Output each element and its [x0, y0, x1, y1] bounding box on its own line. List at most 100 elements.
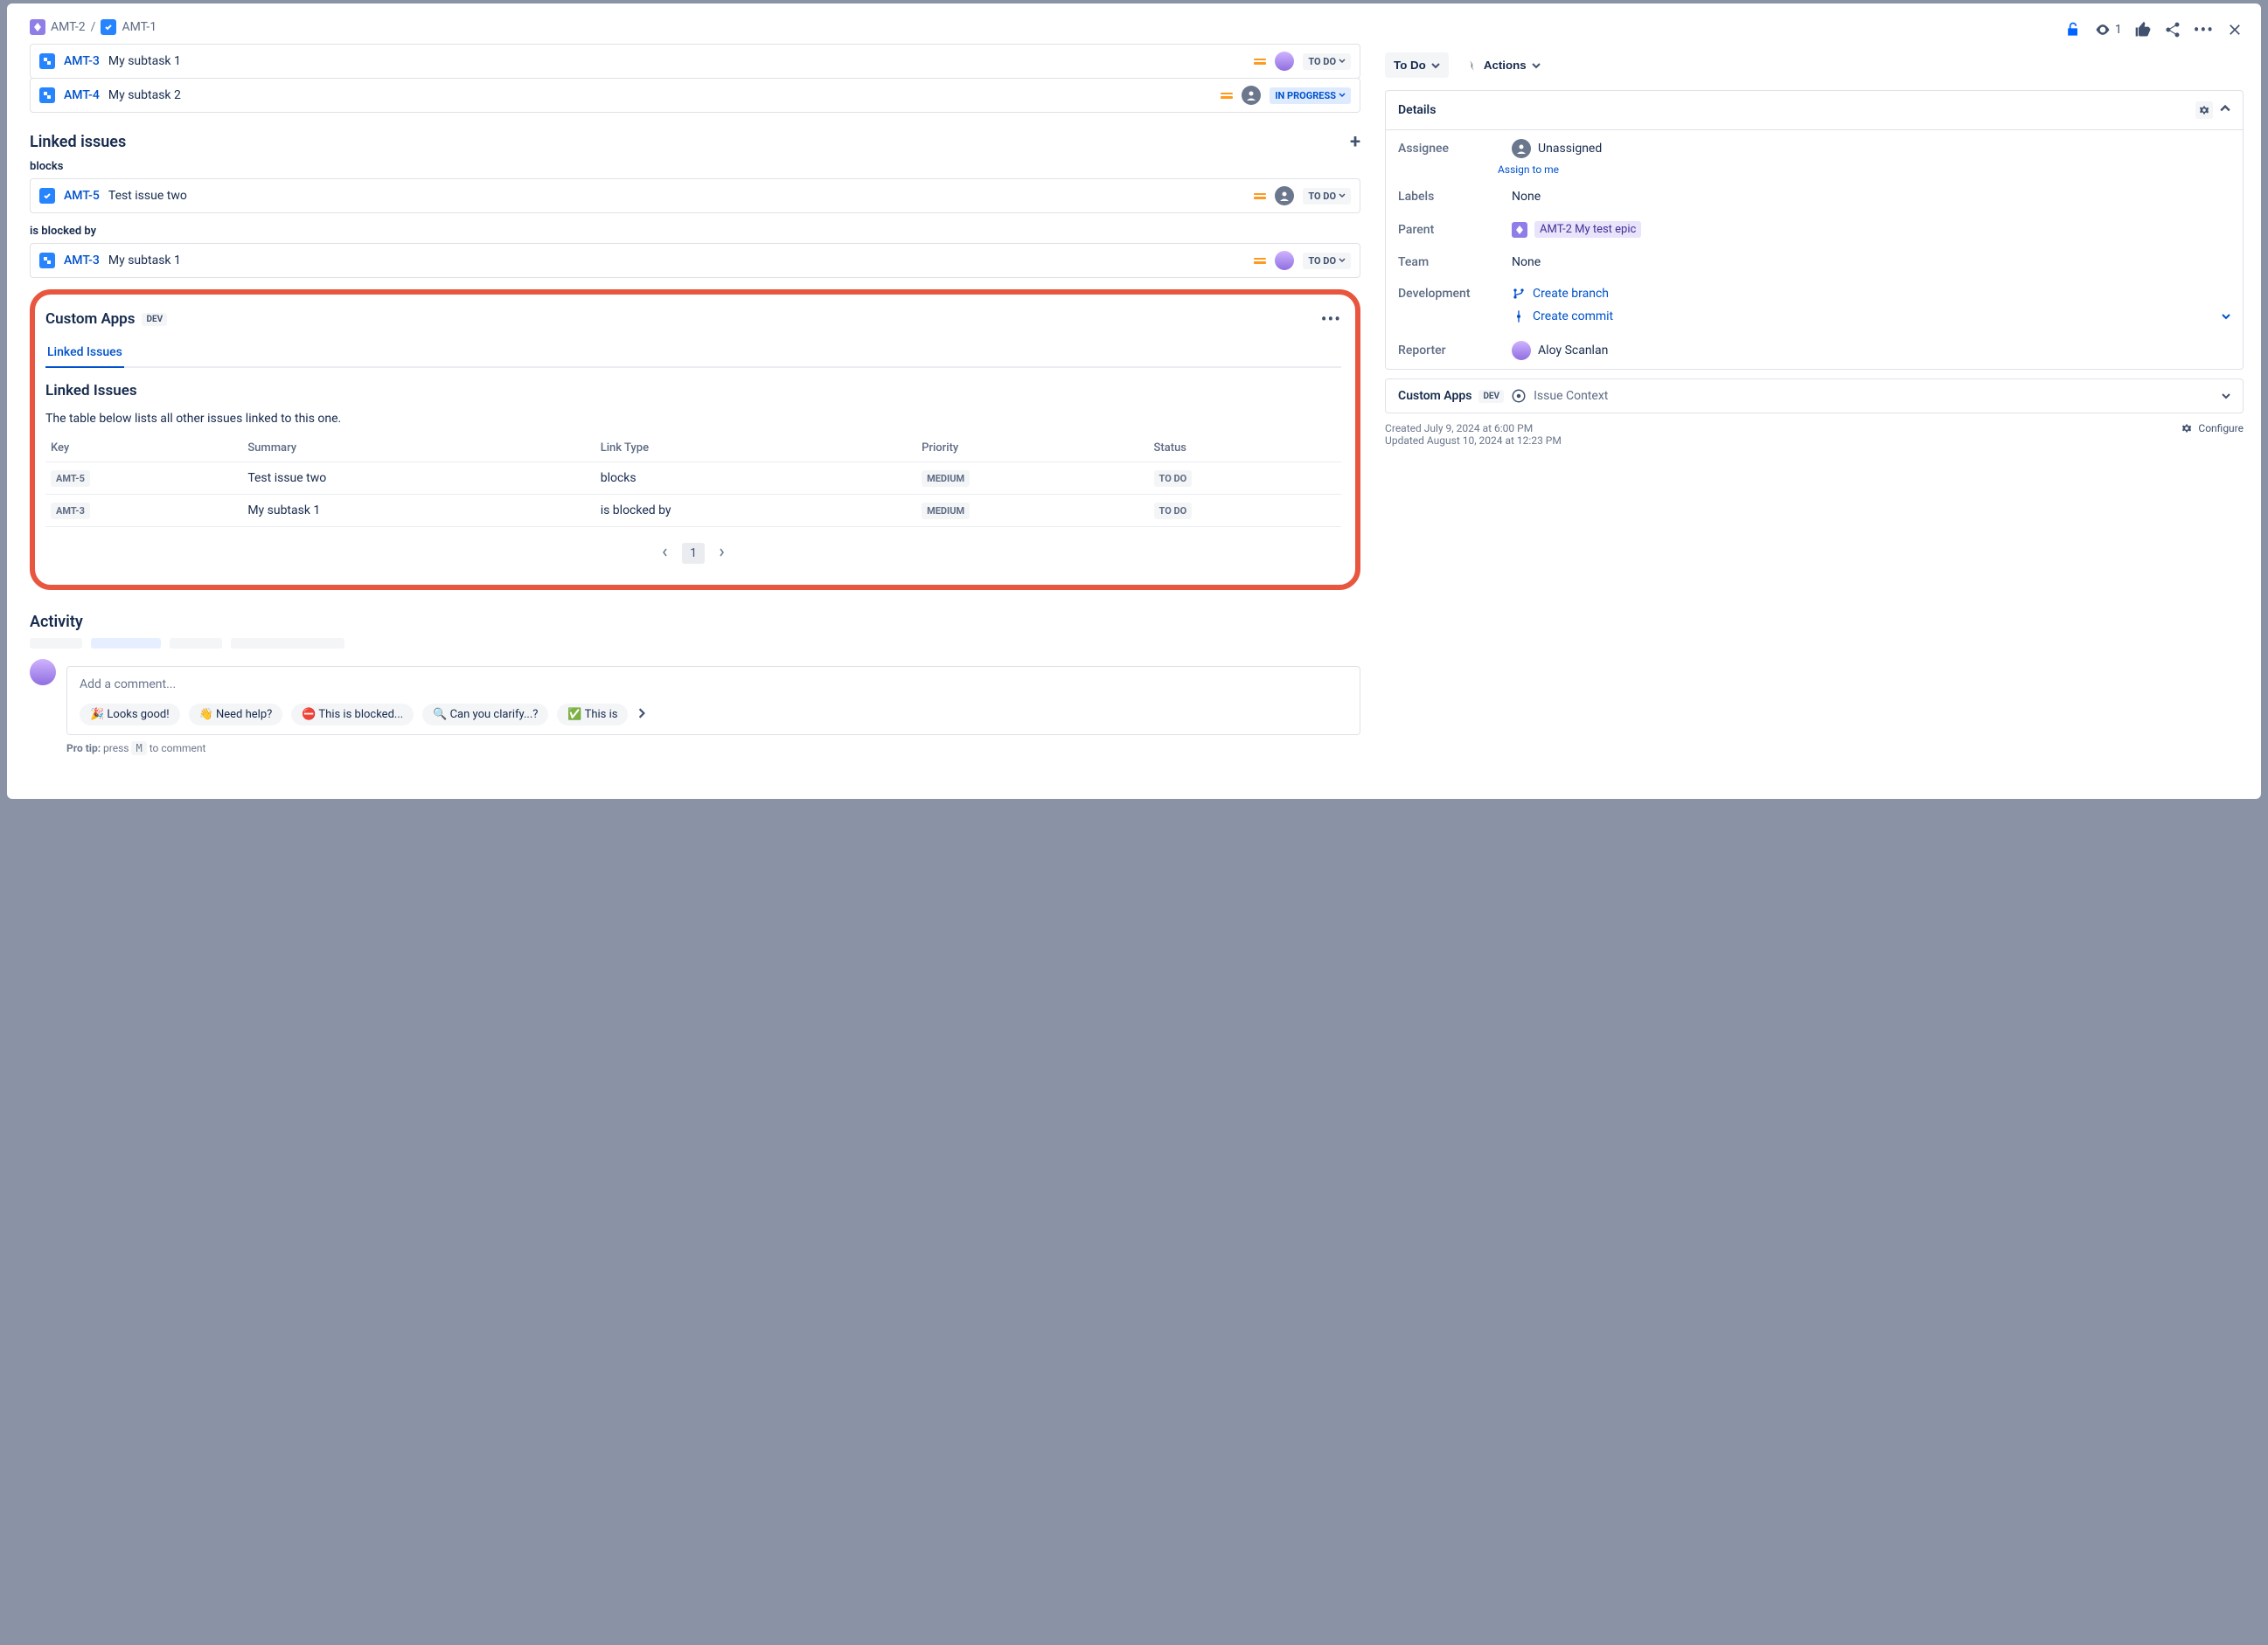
issue-key[interactable]: AMT-3	[64, 253, 100, 267]
chip-need-help[interactable]: 👋 Need help?	[189, 704, 283, 725]
subtask-row[interactable]: AMT-3 My subtask 1 TO DO	[30, 44, 1360, 79]
details-header[interactable]: Details	[1386, 91, 2243, 130]
breadcrumb: AMT-2 / AMT-1	[30, 19, 1360, 35]
assign-to-me-link[interactable]: Assign to me	[1498, 163, 2243, 176]
linked-issue-row[interactable]: AMT-5 Test issue two TO DO	[30, 178, 1360, 213]
reporter-field[interactable]: Reporter Aloy Scanlan	[1386, 332, 2243, 369]
unassigned-avatar[interactable]	[1275, 186, 1294, 205]
collapse-icon[interactable]	[2220, 103, 2230, 117]
issue-summary: Test issue two	[108, 189, 1245, 203]
create-commit-link[interactable]: Create commit	[1512, 309, 2230, 323]
chip-looks-good[interactable]: 🎉 Looks good!	[80, 704, 180, 725]
table-row[interactable]: AMT-3 My subtask 1 is blocked by MEDIUM …	[45, 495, 1341, 527]
unassigned-avatar[interactable]	[1242, 86, 1261, 105]
meta-footer: Created July 9, 2024 at 6:00 PM Updated …	[1385, 422, 2244, 447]
labels-field[interactable]: Labels None	[1386, 181, 2243, 212]
status-dropdown[interactable]: TO DO	[1303, 253, 1351, 269]
share-button[interactable]	[2164, 21, 2181, 38]
unlock-icon[interactable]	[2064, 21, 2082, 38]
team-value: None	[1512, 255, 2230, 269]
page-prev-button[interactable]	[661, 546, 670, 560]
custom-apps-side-row[interactable]: Custom Apps DEV Issue Context	[1385, 378, 2244, 413]
assignee-field[interactable]: Assignee Unassigned	[1386, 130, 2243, 167]
create-branch-link[interactable]: Create branch	[1512, 287, 1609, 301]
team-field[interactable]: Team None	[1386, 246, 2243, 278]
assignee-avatar[interactable]	[1275, 52, 1294, 71]
comment-box[interactable]: Add a comment... 🎉 Looks good! 👋 Need he…	[66, 666, 1360, 735]
actions-button[interactable]: Actions	[1458, 52, 1549, 78]
col-link-type: Link Type	[595, 434, 916, 462]
breadcrumb-parent-link[interactable]: AMT-2	[51, 20, 86, 34]
dev-badge: DEV	[1478, 390, 1504, 403]
chip-clarify[interactable]: 🔍 Can you clarify...?	[422, 704, 548, 725]
issue-key[interactable]: AMT-5	[64, 189, 100, 203]
tab-bar: Linked Issues	[45, 338, 1341, 368]
task-icon	[39, 188, 55, 204]
parent-field[interactable]: Parent AMT-2 My test epic	[1386, 212, 2243, 246]
quick-reply-chips: 🎉 Looks good! 👋 Need help? ⛔ This is blo…	[80, 704, 1347, 725]
issue-summary: My subtask 1	[108, 253, 1245, 267]
status-label: TO DO	[1308, 191, 1336, 202]
status-dropdown[interactable]: IN PROGRESS	[1270, 87, 1351, 104]
status-button[interactable]: To Do	[1385, 52, 1449, 78]
details-title: Details	[1398, 103, 1436, 117]
status-label: TO DO	[1308, 56, 1336, 67]
page-next-button[interactable]	[717, 546, 726, 560]
add-link-button[interactable]: +	[1350, 131, 1360, 153]
col-priority: Priority	[916, 434, 1148, 462]
page-number[interactable]: 1	[682, 543, 705, 564]
development-field: Development Create branch Create commit	[1386, 278, 2243, 332]
pro-tip: Pro tip: press M to comment	[66, 742, 1360, 754]
panel-menu-button[interactable]: •••	[1321, 309, 1341, 330]
comment-input-placeholder[interactable]: Add a comment...	[80, 677, 1347, 691]
chip-more[interactable]: ✅ This is	[557, 704, 628, 725]
col-status: Status	[1149, 434, 1342, 462]
linked-issue-row[interactable]: AMT-3 My subtask 1 TO DO	[30, 243, 1360, 278]
updated-date: Updated August 10, 2024 at 12:23 PM	[1385, 434, 1562, 447]
blocked-by-label: is blocked by	[30, 225, 1360, 238]
watchers-button[interactable]: 1	[2094, 21, 2122, 38]
header-actions: 1 •••	[1385, 19, 2244, 40]
table-key: AMT-5	[51, 470, 90, 487]
assignee-avatar[interactable]	[1275, 251, 1294, 270]
configure-link[interactable]: Configure	[2181, 422, 2244, 434]
status-dropdown[interactable]: TO DO	[1303, 188, 1351, 205]
assignee-value: Unassigned	[1538, 142, 1602, 156]
panel-section-title: Linked Issues	[45, 382, 1341, 399]
custom-apps-panel: Custom Apps DEV ••• Linked Issues Linked…	[30, 289, 1360, 590]
more-actions-button[interactable]: •••	[2194, 19, 2214, 40]
chevron-down-icon	[2222, 392, 2230, 400]
parent-value[interactable]: AMT-2 My test epic	[1534, 221, 1641, 238]
table-summary: My subtask 1	[242, 495, 595, 527]
like-button[interactable]	[2134, 21, 2152, 38]
close-button[interactable]	[2226, 21, 2244, 38]
created-date: Created July 9, 2024 at 6:00 PM	[1385, 422, 1562, 434]
linked-issues-heading: Linked issues +	[30, 131, 1360, 153]
main-column: AMT-2 / AMT-1 AMT-3 My subtask 1 TO DO	[30, 19, 1360, 787]
subtask-row[interactable]: AMT-4 My subtask 2 IN PROGRESS	[30, 78, 1360, 113]
priority-medium-icon	[1254, 59, 1266, 65]
tab-linked-issues[interactable]: Linked Issues	[45, 338, 124, 368]
status-dropdown[interactable]: TO DO	[1303, 53, 1351, 70]
table-priority: MEDIUM	[922, 503, 970, 519]
table-link-type: blocks	[595, 462, 916, 495]
chip-blocked[interactable]: ⛔ This is blocked...	[291, 704, 414, 725]
table-row[interactable]: AMT-5 Test issue two blocks MEDIUM TO DO	[45, 462, 1341, 495]
details-panel: Details Assignee Unassigned	[1385, 90, 2244, 370]
epic-icon	[1512, 222, 1527, 238]
primary-buttons: To Do Actions	[1385, 52, 2244, 78]
labels-value: None	[1512, 190, 2230, 204]
context-icon	[1511, 388, 1527, 404]
table-status: TO DO	[1154, 503, 1193, 519]
breadcrumb-current-link[interactable]: AMT-1	[122, 20, 157, 34]
watchers-count: 1	[2115, 23, 2122, 37]
issue-key[interactable]: AMT-4	[64, 88, 100, 102]
gear-icon[interactable]	[2195, 101, 2213, 119]
issue-modal: AMT-2 / AMT-1 AMT-3 My subtask 1 TO DO	[7, 3, 2261, 799]
status-label: TO DO	[1308, 255, 1336, 267]
issue-summary: My subtask 1	[108, 54, 1245, 68]
chips-next-button[interactable]	[637, 708, 647, 722]
priority-medium-icon	[1254, 193, 1266, 199]
col-summary: Summary	[242, 434, 595, 462]
issue-key[interactable]: AMT-3	[64, 54, 100, 68]
